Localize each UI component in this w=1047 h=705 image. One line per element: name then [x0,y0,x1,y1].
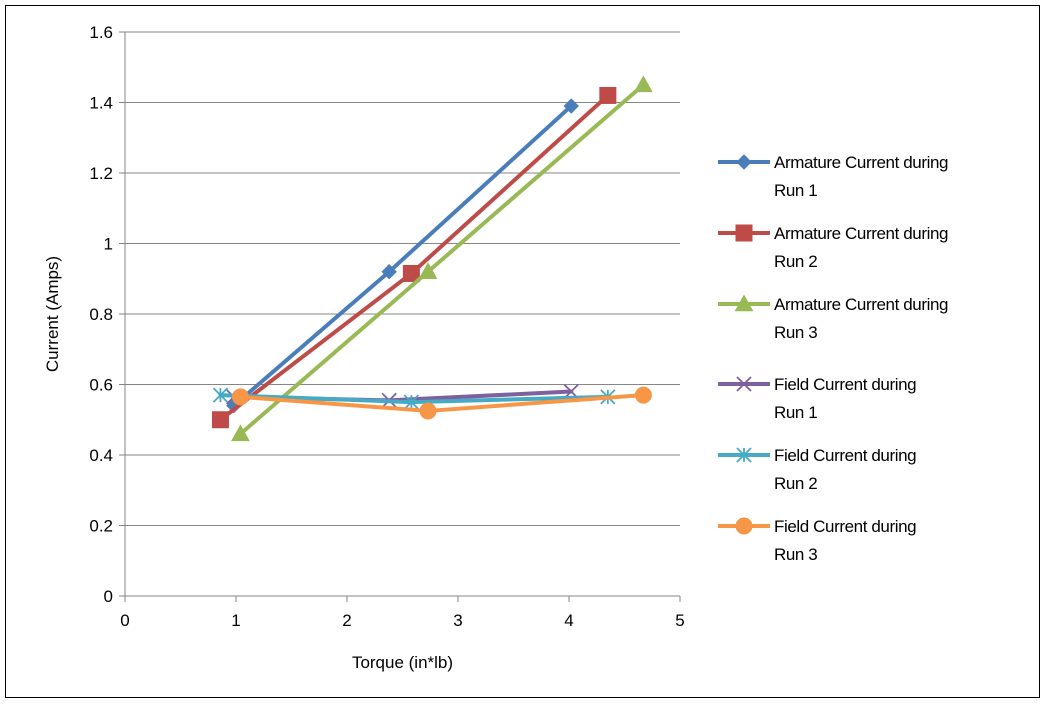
data-point-triangle [418,262,438,279]
x-tick-label: 0 [120,611,129,630]
x-tick-label: 3 [453,611,462,630]
legend-item: Armature Current during Run 3 [718,294,949,342]
x-tick-label: 5 [675,611,684,630]
data-point-triangle [734,294,754,312]
data-point-diamond [563,98,579,114]
legend-label: Field Current during Run 2 [774,446,916,493]
data-point-diamond [381,263,397,280]
series-3 [231,75,653,442]
y-tick-label: 0.2 [89,517,113,536]
data-point-square [599,86,617,104]
data-point-square [402,264,420,282]
series-line [231,104,574,408]
legend-item: Field Current during Run 1 [718,375,917,422]
legend-item: Armature Current during Run 2 [718,224,949,271]
legend-item: Armature Current during Run 1 [718,153,949,200]
y-axis-title: Current (Amps) [43,256,62,372]
legend-label: Armature Current during Run 1 [774,153,948,200]
data-point-diamond [736,154,752,170]
y-tick-label: 0 [104,587,113,606]
axes [119,31,681,602]
data-point-circle [231,388,249,406]
y-tick-label: 0.8 [89,305,113,324]
legend-item: Field Current during Run 2 [718,446,917,493]
series-line [238,82,646,436]
y-tick-label: 0.6 [89,376,113,395]
gridlines [125,31,680,526]
legend: Armature Current during Run 1 Armature Cur… [718,153,949,564]
series-2 [211,86,617,429]
series-6 [231,386,652,420]
x-tick-label: 1 [231,611,240,630]
x-tick-labels: 0 1 2 3 4 5 [120,611,684,630]
legend-label: Field Current during Run 3 [774,517,916,564]
x-tick-label: 2 [342,611,351,630]
series-line [218,93,610,422]
data-point-triangle [231,424,250,442]
series-1 [226,98,579,414]
data-point-star [212,387,229,403]
y-tick-label: 1 [104,235,113,254]
data-point-star [736,447,752,463]
data-point-circle [735,517,753,535]
x-tick-label: 4 [564,611,573,630]
y-tick-label: 1.2 [89,164,113,183]
y-tick-label: 0.4 [89,446,113,465]
data-point-triangle [634,75,653,93]
data-point-star [403,394,420,410]
data-point-square [735,224,753,242]
x-axis-title: Torque (in*lb) [352,653,453,672]
y-tick-labels: 0 0.2 0.4 0.6 0.8 1 1.2 1.4 1.6 [89,23,113,606]
legend-item: Field Current during Run 3 [718,517,917,564]
data-point-x [736,376,752,392]
y-tick-label: 1.4 [89,94,113,113]
legend-label: Armature Current during Run 3 [774,295,948,342]
legend-label: Armature Current during Run 2 [774,224,948,271]
data-point-square [211,411,229,429]
data-point-circle [634,386,652,404]
y-tick-label: 1.6 [89,23,113,42]
legend-label: Field Current during Run 1 [774,375,916,422]
chart-frame [5,5,1040,698]
data-point-circle [419,402,437,420]
series-layer [211,75,653,442]
